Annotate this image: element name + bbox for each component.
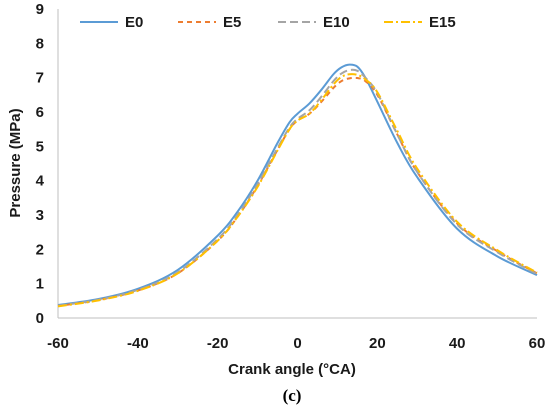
y-tick-label: 0 bbox=[36, 310, 44, 327]
y-axis-title: Pressure (MPa) bbox=[7, 108, 24, 217]
y-tick-label: 1 bbox=[36, 276, 44, 293]
y-tick-label: 9 bbox=[36, 1, 44, 18]
y-tick-label: 8 bbox=[36, 35, 44, 52]
x-tick-label: 40 bbox=[449, 335, 466, 352]
x-tick-label: 20 bbox=[369, 335, 386, 352]
series-lines bbox=[57, 63, 538, 308]
series-line-e10 bbox=[57, 68, 538, 307]
legend-label-e5: E5 bbox=[223, 14, 241, 31]
figure-caption: (c) bbox=[283, 386, 302, 405]
series-line-e0 bbox=[57, 63, 538, 306]
y-tick-label: 5 bbox=[36, 138, 44, 155]
series-line-e5 bbox=[57, 76, 538, 307]
y-tick-label: 3 bbox=[36, 207, 44, 224]
y-tick-label: 4 bbox=[36, 173, 45, 190]
legend-label-e10: E10 bbox=[323, 14, 350, 31]
y-tick-label: 6 bbox=[36, 104, 44, 121]
x-tick-label: 60 bbox=[529, 335, 546, 352]
y-tick-labels: 0 1 2 3 4 5 6 7 8 9 bbox=[36, 1, 45, 327]
legend-label-e15: E15 bbox=[429, 14, 456, 31]
axes bbox=[57, 9, 537, 319]
x-tick-label: -40 bbox=[127, 335, 149, 352]
y-tick-label: 2 bbox=[36, 241, 44, 258]
x-tick-label: -60 bbox=[47, 335, 69, 352]
x-tick-label: 0 bbox=[293, 335, 301, 352]
series-line-e15 bbox=[57, 73, 538, 308]
x-axis-title: Crank angle (°CA) bbox=[228, 361, 356, 378]
legend: E0 E5 E10 E15 bbox=[80, 14, 456, 31]
legend-label-e0: E0 bbox=[125, 14, 143, 31]
x-tick-label: -20 bbox=[207, 335, 229, 352]
x-tick-labels: -60 -40 -20 0 20 40 60 bbox=[47, 335, 545, 352]
y-tick-label: 7 bbox=[36, 70, 44, 87]
